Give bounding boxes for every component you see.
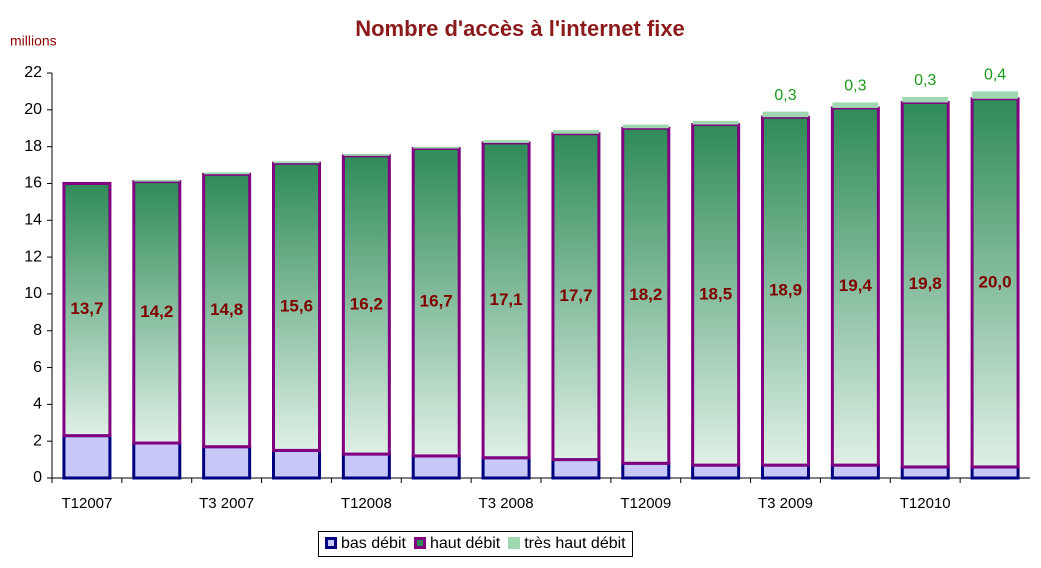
bar-segment: [902, 96, 949, 103]
data-label: 17,1: [490, 290, 523, 309]
y-tick-label: 14: [24, 211, 42, 228]
bar-segment: [970, 97, 1020, 469]
bar-segment: [62, 181, 112, 438]
bar-segment: [900, 465, 950, 480]
y-tick-label: 18: [24, 138, 42, 155]
legend: bas débit haut débit très haut débit: [318, 531, 633, 557]
bar-segment: [551, 458, 601, 480]
chart-title: Nombre d'accès à l'internet fixe: [355, 16, 685, 41]
bar-segment: [970, 465, 1020, 480]
legend-item: haut débit: [413, 535, 501, 553]
y-tick-label: 8: [33, 322, 42, 339]
x-tick-label: T12009: [620, 495, 671, 512]
x-tick-label: T3 2008: [479, 495, 534, 512]
bar-segment: [132, 441, 182, 480]
bar-segment: [341, 154, 391, 456]
y-tick-label: 10: [24, 285, 42, 302]
y-tick-label: 4: [33, 396, 42, 413]
legend-label: haut débit: [429, 535, 501, 552]
data-label: 18,9: [769, 281, 802, 300]
bar-segment: [202, 445, 252, 480]
bar-segment: [762, 111, 809, 118]
bar-segment: [830, 463, 880, 480]
legend-swatch: [413, 537, 426, 549]
legend-swatch: [325, 537, 337, 549]
data-label: 19,8: [909, 274, 942, 293]
bar-segment: [202, 172, 252, 449]
data-label: 18,5: [699, 284, 732, 303]
bar-segment: [551, 132, 601, 462]
bar-segment: [481, 141, 531, 460]
data-label: 19,4: [839, 276, 873, 295]
bar-segment: [133, 179, 180, 182]
x-tick-label: T3 2009: [758, 495, 813, 512]
bar-segment: [132, 180, 182, 445]
y-tick-label: 12: [24, 248, 42, 265]
legend-item: bas débit: [325, 535, 406, 553]
data-label: 13,7: [70, 299, 103, 318]
bar-segment: [483, 140, 530, 143]
bar-segment: [481, 456, 531, 480]
bar-segment: [972, 91, 1019, 99]
data-label: 0,3: [844, 78, 866, 95]
data-label: 14,8: [210, 300, 243, 319]
data-label: 16,7: [420, 292, 453, 311]
bar-segment: [413, 146, 460, 149]
y-tick-label: 2: [33, 432, 42, 449]
bar-segment: [830, 106, 880, 467]
data-label: 18,2: [629, 285, 662, 304]
bar-segment: [341, 452, 391, 480]
x-tick-label: T3 2007: [199, 495, 254, 512]
x-tick-label: T12008: [341, 495, 392, 512]
y-tick-label: 16: [24, 175, 42, 192]
legend-label: bas débit: [341, 535, 406, 552]
y-tick-label: 20: [24, 101, 42, 118]
y-axis-label: millions: [10, 33, 57, 49]
y-tick-label: 22: [24, 64, 42, 81]
data-label: 14,2: [140, 302, 173, 321]
data-label: 20,0: [979, 272, 1012, 291]
bar-segment: [692, 120, 739, 125]
x-tick-label: T12010: [900, 495, 951, 512]
bar-segment: [621, 126, 671, 465]
bar-segment: [411, 454, 461, 480]
legend-swatch: [508, 537, 521, 549]
bar-segment: [622, 124, 669, 129]
data-label: 0,3: [774, 87, 796, 104]
bar-segment: [62, 434, 112, 480]
bar-segment: [761, 463, 810, 480]
data-label: 0,4: [984, 67, 1006, 84]
legend-item: très haut débit: [508, 535, 626, 553]
x-tick-label: T12007: [61, 495, 112, 512]
bar-segment: [621, 461, 671, 480]
bar-segment: [272, 161, 321, 452]
bar-segment: [832, 102, 879, 108]
bar-segment: [273, 161, 320, 164]
bar-segment: [691, 463, 741, 480]
bar-segment: [343, 154, 390, 156]
data-label: 16,2: [350, 294, 383, 313]
data-label: 0,3: [914, 72, 936, 89]
y-tick-label: 0: [33, 469, 42, 486]
legend-label: très haut débit: [524, 535, 626, 552]
data-label: 15,6: [280, 296, 313, 315]
bar-segment: [203, 172, 250, 175]
bar-segment: [272, 448, 321, 480]
bar-segment: [552, 130, 599, 134]
data-label: 17,7: [559, 286, 592, 305]
y-tick-label: 6: [33, 359, 42, 376]
